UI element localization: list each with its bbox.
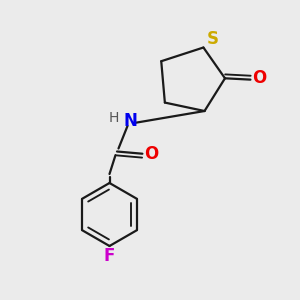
Text: O: O xyxy=(252,69,266,87)
Text: S: S xyxy=(207,30,219,48)
Text: F: F xyxy=(103,247,115,265)
Text: H: H xyxy=(109,111,119,125)
Text: N: N xyxy=(124,112,137,130)
Text: O: O xyxy=(144,145,158,163)
